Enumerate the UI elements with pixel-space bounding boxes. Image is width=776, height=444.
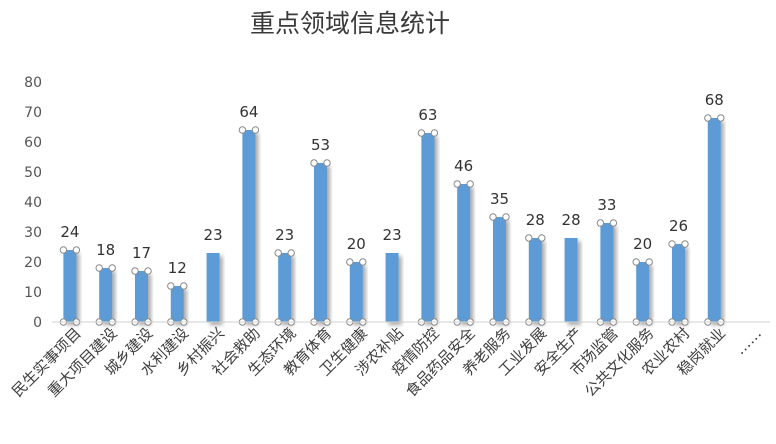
bar[interactable] xyxy=(170,286,184,322)
selection-handle[interactable] xyxy=(430,129,439,137)
bar[interactable] xyxy=(385,253,399,322)
selection-handle[interactable] xyxy=(704,114,712,122)
bar[interactable] xyxy=(135,271,148,322)
selection-handle[interactable] xyxy=(609,219,618,227)
data-label: 23 xyxy=(204,226,223,244)
selection-handle[interactable] xyxy=(525,234,533,242)
bar[interactable] xyxy=(63,250,77,322)
selection-handle[interactable] xyxy=(167,282,175,290)
selection-handle[interactable] xyxy=(668,240,676,248)
selection-handle[interactable] xyxy=(632,258,640,266)
selection-handle[interactable] xyxy=(144,267,152,275)
y-tick-label: 30 xyxy=(24,225,42,241)
bar[interactable] xyxy=(672,244,685,322)
y-axis: 0 10 20 30 40 50 60 70 80 xyxy=(24,75,42,331)
data-label: 20 xyxy=(633,235,652,253)
data-label: 53 xyxy=(311,136,330,154)
selection-handle[interactable] xyxy=(502,213,510,221)
selection-handle[interactable] xyxy=(453,180,461,188)
selection-handle[interactable] xyxy=(310,159,318,167)
data-label: 35 xyxy=(490,190,509,208)
selection-handle[interactable] xyxy=(131,267,139,275)
bar-series xyxy=(63,118,721,322)
y-tick-label: 70 xyxy=(24,105,42,121)
data-label: 28 xyxy=(562,211,581,229)
selection-handle[interactable] xyxy=(717,114,725,122)
bar[interactable] xyxy=(421,133,435,322)
data-label: 26 xyxy=(669,217,688,235)
y-tick-label: 20 xyxy=(24,255,42,271)
data-label: 64 xyxy=(239,103,258,121)
selection-handle[interactable] xyxy=(466,180,474,188)
y-tick-label: 10 xyxy=(24,285,42,301)
y-tick-label: 0 xyxy=(33,315,42,331)
selection-handle[interactable] xyxy=(274,249,282,257)
y-tick-label: 60 xyxy=(24,135,42,151)
selection-handle[interactable] xyxy=(287,249,295,257)
bar[interactable] xyxy=(636,262,650,322)
bar[interactable] xyxy=(314,163,327,322)
bar[interactable] xyxy=(99,268,113,322)
bar[interactable] xyxy=(493,217,506,322)
selection-handle[interactable] xyxy=(359,258,367,266)
selection-handle[interactable] xyxy=(95,264,103,272)
bar[interactable] xyxy=(457,184,471,322)
bar[interactable] xyxy=(278,253,292,322)
x-axis: 民生实事项目重大项目建设城乡建设水利建设乡村振兴社会救助生态环境教育体育卫生健康… xyxy=(8,321,770,400)
bar[interactable] xyxy=(564,238,578,322)
data-label: 23 xyxy=(275,226,294,244)
y-tick-label: 50 xyxy=(24,165,42,181)
chart-title: 重点领域信息统计 xyxy=(249,9,450,38)
selection-handle[interactable] xyxy=(72,246,81,254)
data-label: 63 xyxy=(418,106,437,124)
bar[interactable] xyxy=(242,130,256,322)
selection-handle[interactable] xyxy=(180,282,188,290)
data-label: 46 xyxy=(454,157,473,175)
selection-handle[interactable] xyxy=(346,258,354,266)
selection-handle[interactable] xyxy=(489,213,497,221)
bar[interactable] xyxy=(707,118,721,322)
selection-handle[interactable] xyxy=(238,126,247,134)
x-tick-label: …… xyxy=(731,324,765,358)
selection-handle[interactable] xyxy=(59,246,68,254)
selection-handle[interactable] xyxy=(596,219,605,227)
y-tick-label: 40 xyxy=(24,195,42,211)
data-label: 24 xyxy=(60,223,79,241)
selection-handle[interactable] xyxy=(681,240,689,248)
bar[interactable] xyxy=(206,253,220,322)
bar[interactable] xyxy=(528,238,542,322)
y-tick-label: 80 xyxy=(24,75,42,91)
data-label: 28 xyxy=(526,211,545,229)
selection-handle[interactable] xyxy=(645,258,653,266)
data-labels: 24 18 17 12 23 64 23 53 20 23 63 46 35 28 28 33 20 26 68 xyxy=(60,91,723,277)
data-label: 20 xyxy=(347,235,366,253)
data-label: 23 xyxy=(383,226,402,244)
data-label: 17 xyxy=(132,244,151,262)
bar[interactable] xyxy=(600,223,614,322)
selection-handle[interactable] xyxy=(251,126,260,134)
data-label: 68 xyxy=(705,91,724,109)
selection-handle[interactable] xyxy=(538,234,546,242)
selection-handle[interactable] xyxy=(323,159,331,167)
selection-handle[interactable] xyxy=(108,264,116,272)
bar[interactable] xyxy=(349,262,363,322)
selection-handle[interactable] xyxy=(417,129,426,137)
data-label: 33 xyxy=(597,196,616,214)
data-label: 18 xyxy=(96,241,115,259)
data-label: 12 xyxy=(168,259,187,277)
